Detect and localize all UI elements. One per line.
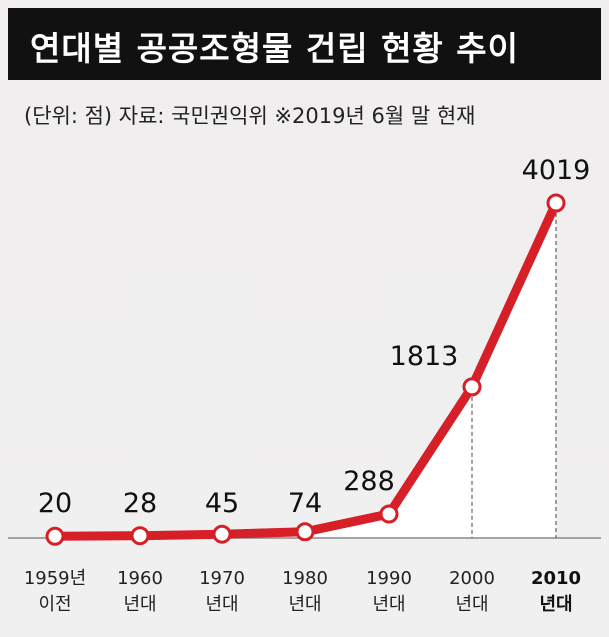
data-point — [45, 526, 65, 546]
x-tick-label: 년대 — [288, 594, 321, 615]
x-tick-label: 년대 — [123, 594, 156, 615]
data-label: 4019 — [522, 155, 591, 186]
data-point — [379, 504, 399, 524]
chart-subtitle: (단위: 점) 자료: 국민권익위 ※2019년 6월 말 현재 — [24, 104, 476, 128]
data-labels: 20 28 45 74 288 1813 4019 — [38, 155, 591, 519]
data-label: 28 — [123, 488, 157, 519]
data-markers — [45, 193, 566, 546]
data-point — [462, 377, 482, 397]
x-tick-label: 1990 — [366, 568, 412, 589]
x-tick-label: 1980 — [282, 568, 328, 589]
x-tick-label: 1970 — [199, 568, 245, 589]
x-tick-label: 2010 — [531, 568, 581, 589]
data-point — [130, 526, 150, 546]
x-tick-label: 년대 — [372, 594, 405, 615]
x-tick-label: 1959년 — [24, 568, 86, 589]
chart-title: 연대별 공공조형물 건립 현황 추이 — [30, 29, 519, 68]
x-tick-label: 2000 — [449, 568, 495, 589]
data-point — [295, 522, 315, 542]
data-label: 20 — [38, 488, 72, 519]
x-tick-label: 년대 — [455, 594, 488, 615]
x-tick-label: 년대 — [539, 594, 572, 615]
data-label: 288 — [343, 466, 395, 497]
data-label: 1813 — [390, 341, 459, 372]
x-tick-label: 1960 — [117, 568, 163, 589]
x-tick-label: 년대 — [205, 594, 238, 615]
data-point — [212, 524, 232, 544]
data-label: 74 — [288, 488, 322, 519]
data-point — [546, 193, 566, 213]
x-tick-label: 이전 — [38, 594, 71, 615]
title-bar: 연대별 공공조형물 건립 현황 추이 — [8, 8, 601, 80]
data-label: 45 — [205, 488, 239, 519]
drop-lines — [471, 213, 557, 538]
